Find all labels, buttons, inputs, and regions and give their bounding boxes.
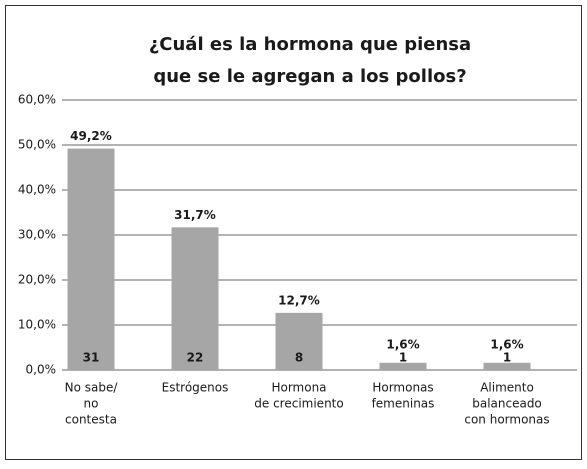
value-label: 31,7% [174,208,216,222]
count-label: 1 [399,351,407,365]
bar [379,362,427,370]
chart-title: que se le agregan a los pollos? [153,66,466,87]
x-tick-label: no [84,397,99,411]
y-tick-label: 20,0% [18,273,56,287]
x-tick-label: Hormonas [372,381,433,395]
x-tick-label: Hormona [271,381,326,395]
y-tick-label: 30,0% [18,228,56,242]
value-label: 49,2% [70,129,112,143]
y-tick-label: 40,0% [18,183,56,197]
bar [483,362,531,370]
count-label: 22 [187,351,204,365]
value-label: 1,6% [386,338,419,352]
x-tick-label: No sabe/ [65,381,119,395]
x-tick-label: balanceado [472,397,542,411]
count-label: 1 [503,351,511,365]
count-label: 31 [83,351,100,365]
x-tick-label: Alimento [480,381,534,395]
bar [275,312,323,370]
x-tick-label: contesta [65,413,117,427]
x-tick-label: con hormonas [464,413,549,427]
y-tick-label: 50,0% [18,138,56,152]
bar [171,227,219,370]
y-tick-label: 60,0% [18,93,56,107]
count-label: 8 [295,351,303,365]
x-tick-label: de crecimiento [254,397,343,411]
value-label: 12,7% [278,293,320,307]
value-label: 1,6% [490,338,523,352]
y-tick-label: 10,0% [18,318,56,332]
bar [67,148,115,370]
x-tick-label: femeninas [372,397,435,411]
x-tick-label: Estrógenos [162,381,229,395]
chart-title: ¿Cuál es la hormona que piensa [149,34,471,55]
y-tick-label: 0,0% [26,363,57,377]
